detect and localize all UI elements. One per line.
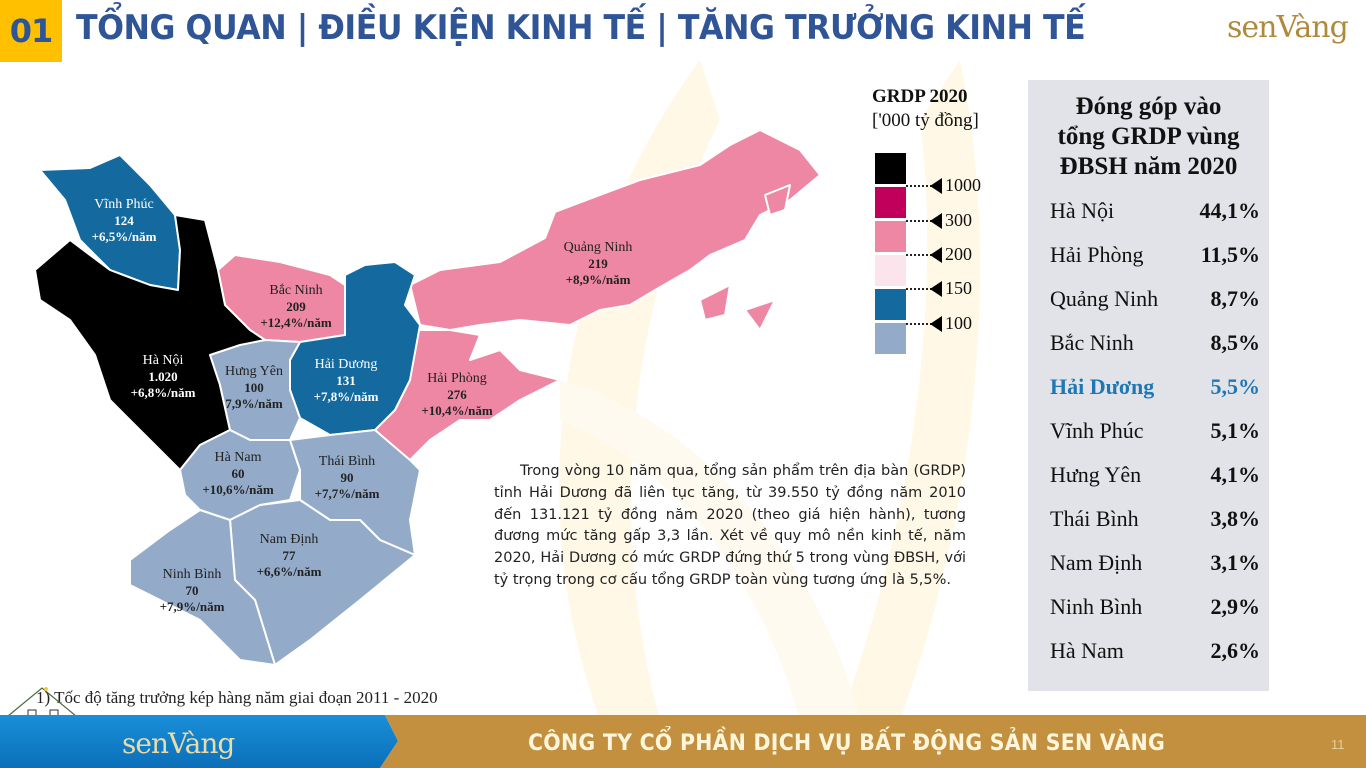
map-label-bac-ninh: Bắc Ninh 209 +12,4%/năm (260, 283, 332, 330)
share-row: Vĩnh Phúc 5,1% (1050, 418, 1260, 443)
grdp-share-panel: Đóng góp vào tổng GRDP vùng ĐBSH năm 202… (1028, 80, 1269, 691)
province-quang-ninh (409, 129, 821, 331)
qr-house-icon (7, 687, 76, 716)
legend-tick (906, 288, 932, 290)
legend-value: 100 (945, 313, 972, 333)
share-panel-title: Đóng góp vào tổng GRDP vùng ĐBSH năm 202… (1057, 93, 1240, 180)
legend-swatch-under-100 (875, 323, 906, 354)
legend-tick (906, 323, 932, 325)
legend-arrow-icon (930, 247, 942, 263)
legend-unit: ['000 tỷ đồng] (872, 110, 979, 131)
share-row: Hưng Yên 4,1% (1050, 462, 1260, 487)
map-label-vinh-phuc: Vĩnh Phúc 124 +6,5%/năm (91, 197, 157, 244)
legend-swatch-300-1000 (875, 187, 906, 218)
map-label-hai-phong: Hải Phòng 276 +10,4%/năm (421, 371, 493, 418)
legend-value: 200 (945, 244, 972, 264)
legend-value: 300 (945, 210, 972, 230)
map-label-ninh-binh: Ninh Bình 70 +7,9%/năm (159, 567, 225, 614)
legend-swatch-100-150 (875, 289, 906, 320)
legend-swatch-over-1000 (875, 153, 906, 184)
section-number-badge: 01 (0, 0, 62, 62)
map-label-ha-noi: Hà Nội 1.020 +6,8%/năm (130, 353, 196, 400)
share-row: Thái Bình 3,8% (1050, 506, 1260, 531)
legend-swatch-200-300 (875, 221, 906, 252)
map-label-thai-binh: Thái Bình 90 +7,7%/năm (314, 454, 380, 501)
legend-arrow-icon (930, 316, 942, 332)
legend-arrow-icon (930, 281, 942, 297)
legend-value: 1000 (945, 175, 981, 195)
page-number: 11 (1331, 737, 1345, 752)
footer-bar: senVàng CÔNG TY CỔ PHẦN DỊCH VỤ BẤT ĐỘNG… (0, 715, 1366, 768)
map-label-nam-dinh: Nam Định 77 +6,6%/năm (256, 532, 322, 579)
share-row: Bắc Ninh 8,5% (1050, 330, 1260, 355)
legend-value: 150 (945, 278, 972, 298)
map-label-ha-nam: Hà Nam 60 +10,6%/năm (202, 450, 274, 497)
description-paragraph: Trong vòng 10 năm qua, tổng sản phẩm trê… (494, 463, 966, 588)
header-logo: senVàng (1227, 10, 1349, 45)
share-row: Hà Nam 2,6% (1050, 638, 1260, 663)
share-row: Nam Định 3,1% (1050, 550, 1260, 575)
legend-title: GRDP 2020 (872, 86, 968, 107)
share-row: Quảng Ninh 8,7% (1050, 286, 1260, 311)
share-row: Ninh Bình 2,9% (1050, 594, 1260, 619)
footer-logo: senVàng (122, 727, 235, 760)
footer-gold-block (380, 715, 1366, 768)
company-name: CÔNG TY CỔ PHẦN DỊCH VỤ BẤT ĐỘNG SẢN SEN… (528, 731, 1166, 756)
footer-blue-block (0, 715, 398, 768)
share-row: Hà Nội 44,1% (1050, 198, 1260, 223)
legend-tick (906, 220, 932, 222)
legend-tick (906, 185, 932, 187)
legend-swatch-150-200 (875, 255, 906, 286)
region-map (34, 129, 821, 666)
legend-arrow-icon (930, 213, 942, 229)
share-row-highlighted: Hải Dương 5,5% (1050, 374, 1260, 399)
footnote: 1) Tốc độ tăng trưởng kép hàng năm giai … (36, 688, 438, 707)
province-ha-nam (179, 429, 301, 521)
share-row: Hải Phòng 11,5% (1050, 242, 1260, 267)
legend-tick (906, 254, 932, 256)
legend-arrow-icon (930, 178, 942, 194)
map-label-quang-ninh: Quảng Ninh 219 +8,9%/năm (563, 240, 633, 287)
map-label-hung-yen: Hưng Yên 100 7,9%/năm (224, 364, 283, 411)
province-hung-yen (209, 339, 301, 441)
province-ninh-binh (129, 509, 276, 666)
page-title: TỔNG QUAN | ĐIỀU KIỆN KINH TẾ | TĂNG TRƯ… (76, 8, 1086, 48)
map-label-hai-duong: Hải Dương 131 +7,8%/năm (313, 357, 379, 404)
